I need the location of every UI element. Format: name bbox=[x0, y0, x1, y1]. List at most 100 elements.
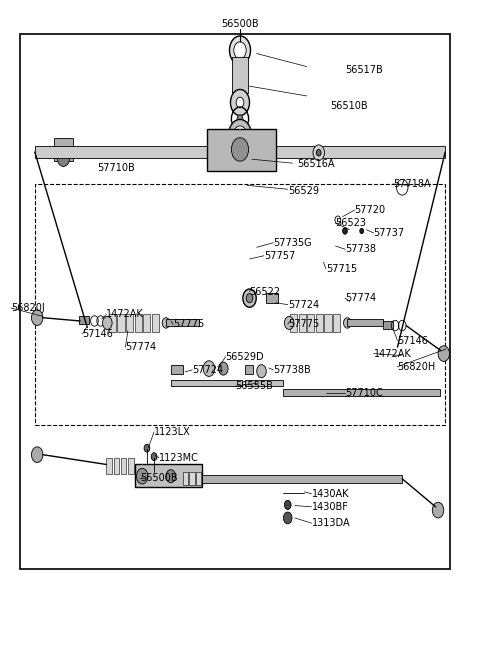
Circle shape bbox=[237, 115, 243, 122]
Circle shape bbox=[236, 97, 244, 107]
Circle shape bbox=[343, 228, 348, 234]
Bar bbox=[232, 57, 248, 93]
Circle shape bbox=[144, 444, 150, 452]
Bar bbox=[348, 319, 383, 326]
Text: 57775: 57775 bbox=[173, 319, 204, 329]
Bar bbox=[283, 390, 441, 396]
Circle shape bbox=[284, 316, 294, 329]
Text: 56522: 56522 bbox=[250, 287, 281, 297]
Text: 56820H: 56820H bbox=[397, 362, 436, 371]
Bar bbox=[307, 314, 314, 332]
Bar bbox=[266, 293, 278, 303]
Bar bbox=[245, 380, 283, 386]
Text: 57724: 57724 bbox=[192, 365, 223, 375]
Text: 57720: 57720 bbox=[355, 205, 385, 215]
Bar bbox=[206, 128, 276, 171]
Bar bbox=[299, 314, 306, 332]
Text: 1472AK: 1472AK bbox=[107, 309, 144, 320]
Text: 1123LX: 1123LX bbox=[154, 427, 191, 437]
Circle shape bbox=[243, 289, 256, 307]
Circle shape bbox=[203, 361, 215, 377]
Circle shape bbox=[246, 293, 253, 303]
Circle shape bbox=[236, 136, 244, 147]
Circle shape bbox=[335, 216, 341, 224]
Circle shape bbox=[136, 468, 148, 484]
Bar bbox=[166, 319, 199, 326]
Circle shape bbox=[313, 145, 324, 160]
Circle shape bbox=[103, 316, 112, 329]
Circle shape bbox=[32, 447, 43, 462]
Bar bbox=[171, 365, 183, 375]
Circle shape bbox=[284, 500, 291, 510]
Text: 57735G: 57735G bbox=[274, 238, 312, 248]
Bar bbox=[171, 380, 242, 386]
Bar bbox=[109, 314, 116, 332]
Bar bbox=[114, 458, 119, 474]
Bar bbox=[333, 314, 340, 332]
Text: 56500B: 56500B bbox=[221, 19, 259, 29]
Circle shape bbox=[230, 90, 250, 115]
Text: 57718A: 57718A bbox=[393, 179, 431, 189]
Bar bbox=[383, 321, 393, 329]
Text: 56529: 56529 bbox=[288, 185, 319, 196]
Text: 1123MC: 1123MC bbox=[159, 453, 199, 463]
Text: 1472AK: 1472AK bbox=[373, 348, 411, 358]
Circle shape bbox=[257, 365, 266, 378]
Text: 57774: 57774 bbox=[125, 342, 156, 352]
Bar bbox=[245, 365, 253, 375]
Circle shape bbox=[438, 346, 449, 362]
Text: 57710C: 57710C bbox=[345, 388, 383, 398]
Circle shape bbox=[151, 453, 157, 460]
Circle shape bbox=[57, 149, 70, 166]
Text: 56517B: 56517B bbox=[345, 65, 383, 75]
Bar bbox=[290, 314, 297, 332]
Text: 57146: 57146 bbox=[397, 335, 428, 346]
Text: 57738B: 57738B bbox=[274, 365, 311, 375]
Text: 1430BF: 1430BF bbox=[312, 502, 348, 512]
Text: 56510B: 56510B bbox=[331, 101, 368, 111]
Bar bbox=[35, 146, 445, 158]
Text: 56516A: 56516A bbox=[297, 159, 335, 170]
Circle shape bbox=[234, 42, 246, 59]
Bar bbox=[324, 314, 332, 332]
Text: 56529D: 56529D bbox=[226, 352, 264, 362]
Bar bbox=[183, 472, 188, 485]
Text: 57737: 57737 bbox=[373, 228, 405, 238]
Circle shape bbox=[360, 229, 364, 234]
Text: 57715: 57715 bbox=[326, 264, 357, 274]
Bar bbox=[316, 314, 323, 332]
Bar bbox=[120, 458, 126, 474]
Bar bbox=[35, 184, 445, 425]
Text: 57757: 57757 bbox=[264, 251, 295, 261]
Circle shape bbox=[162, 318, 170, 328]
Circle shape bbox=[229, 36, 251, 65]
Bar bbox=[117, 314, 124, 332]
Circle shape bbox=[166, 470, 176, 483]
Text: 57738: 57738 bbox=[345, 244, 376, 254]
Circle shape bbox=[228, 119, 252, 151]
Bar bbox=[190, 472, 195, 485]
Circle shape bbox=[316, 149, 321, 156]
Text: 57724: 57724 bbox=[288, 300, 319, 310]
Circle shape bbox=[32, 310, 43, 326]
Circle shape bbox=[233, 126, 247, 144]
Circle shape bbox=[432, 502, 444, 518]
Text: 56523: 56523 bbox=[336, 218, 366, 228]
Bar bbox=[152, 314, 159, 332]
Text: 56820J: 56820J bbox=[11, 303, 45, 313]
Circle shape bbox=[231, 138, 249, 161]
Bar bbox=[126, 314, 133, 332]
Bar bbox=[134, 314, 142, 332]
Bar bbox=[196, 472, 201, 485]
Bar bbox=[21, 34, 450, 569]
Bar bbox=[202, 475, 402, 483]
Bar bbox=[128, 458, 133, 474]
Circle shape bbox=[283, 512, 292, 524]
Text: 1313DA: 1313DA bbox=[312, 518, 350, 528]
Text: 57774: 57774 bbox=[345, 293, 376, 303]
Text: 57146: 57146 bbox=[83, 329, 113, 339]
Circle shape bbox=[344, 318, 351, 328]
Bar bbox=[79, 316, 89, 324]
Text: 56555B: 56555B bbox=[235, 381, 273, 391]
Text: 57775: 57775 bbox=[288, 319, 319, 329]
